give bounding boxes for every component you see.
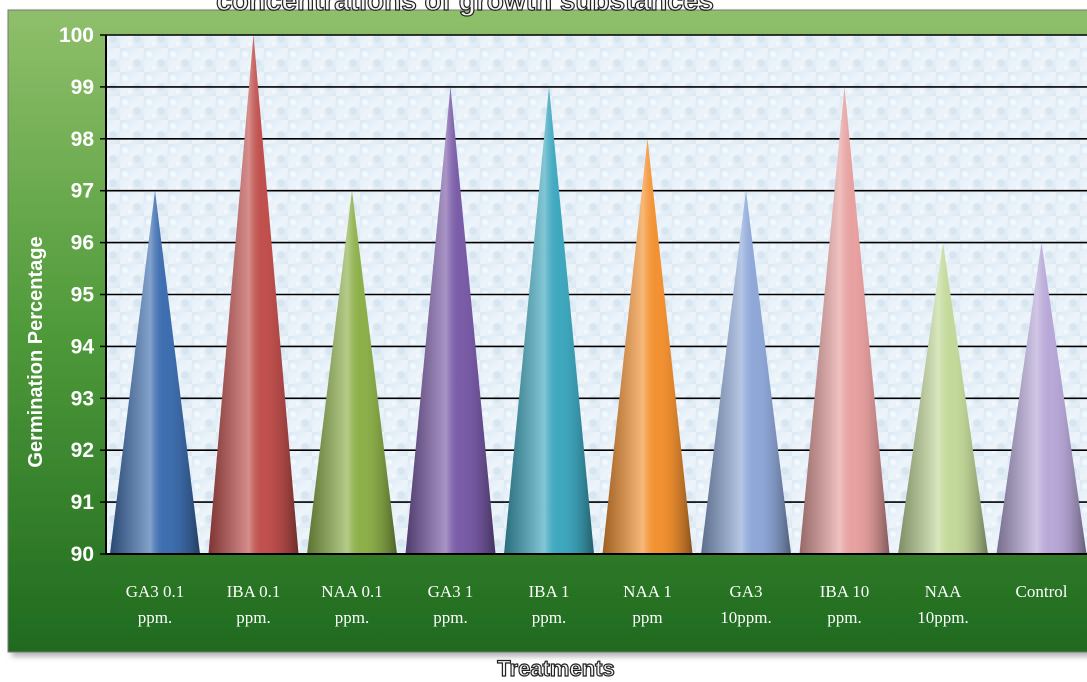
x-tick-label: NAA 0.1	[321, 582, 382, 601]
x-tick-labels: GA3 0.1 ppm. IBA 0.1 ppm. NAA 0.1 ppm. GA3 1 pp…	[126, 582, 1068, 627]
y-tick-labels: 90 91 92 93 94 95 96 97 98 99 100	[59, 24, 106, 566]
x-tick-label: 10ppm.	[720, 608, 771, 627]
bar	[799, 86, 890, 555]
y-tick-label: 90	[71, 543, 94, 566]
bar	[504, 86, 594, 555]
bar-shading	[898, 242, 988, 554]
x-tick-label: GA3	[729, 582, 762, 601]
bar-shading	[504, 86, 594, 555]
bar	[208, 35, 299, 554]
x-tick-label: ppm.	[335, 608, 369, 627]
y-tick-label: 95	[71, 284, 95, 307]
x-tick-label: IBA 0.1	[227, 582, 281, 601]
x-tick-label: Control	[1016, 582, 1068, 601]
x-tick-label: IBA 10	[820, 582, 870, 601]
chart-title: concentrations of growth substances	[216, 0, 714, 16]
x-tick-label: ppm.	[827, 608, 861, 627]
x-tick-label: IBA 1	[528, 582, 569, 601]
bar	[898, 242, 988, 554]
bars	[110, 35, 1087, 555]
y-tick-label: 98	[71, 128, 95, 151]
x-tick-label: GA3 1	[428, 582, 474, 601]
bar-shading	[405, 86, 496, 555]
bar	[602, 138, 693, 555]
x-tick-label: NAA	[925, 582, 963, 601]
y-tick-label: 99	[71, 76, 94, 99]
bar-shading	[208, 35, 299, 554]
y-tick-label: 100	[59, 24, 94, 47]
bar-shading	[110, 190, 200, 554]
bar-shading	[307, 190, 397, 554]
y-tick-label: 91	[71, 491, 95, 514]
bar-shading	[602, 138, 693, 555]
bar-shading	[799, 86, 890, 555]
y-tick-label: 93	[71, 387, 94, 410]
bar	[701, 190, 791, 554]
x-tick-label: ppm.	[532, 608, 566, 627]
y-tick-label: 94	[71, 335, 95, 358]
bar	[405, 86, 496, 555]
x-tick-label: ppm	[632, 608, 662, 627]
y-axis-label: Germination Percentage	[25, 236, 47, 467]
x-tick-label: 10ppm.	[917, 608, 968, 627]
bar-shading	[996, 242, 1087, 554]
x-tick-label: GA3 0.1	[126, 582, 185, 601]
bar-shading	[701, 190, 791, 554]
x-axis-label: Treatments	[497, 656, 614, 677]
y-tick-label: 92	[71, 439, 94, 462]
y-tick-label: 97	[71, 180, 94, 203]
bar	[110, 190, 200, 554]
x-tick-label: NAA 1	[623, 582, 672, 601]
bar	[996, 242, 1087, 554]
x-tick-label: ppm.	[433, 608, 467, 627]
x-tick-label: ppm.	[138, 608, 172, 627]
bar	[307, 190, 397, 554]
x-tick-label: ppm.	[236, 608, 270, 627]
y-tick-label: 96	[71, 232, 94, 255]
